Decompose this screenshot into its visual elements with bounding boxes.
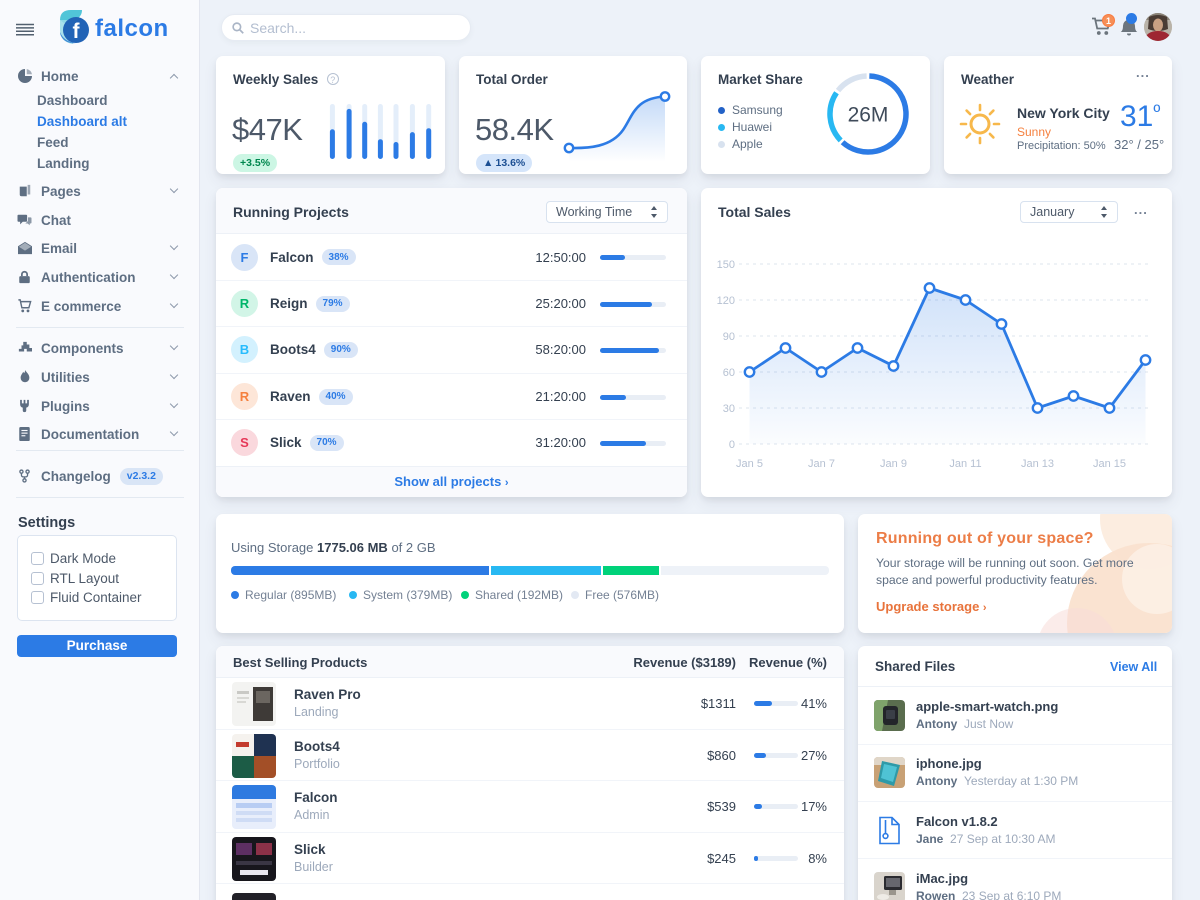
svg-text:120: 120 (717, 295, 735, 307)
svg-text:Jan 13: Jan 13 (1021, 458, 1054, 470)
svg-text:Jan 11: Jan 11 (949, 458, 981, 470)
svg-text:26M: 26M (848, 104, 889, 127)
svg-text:0: 0 (729, 439, 735, 451)
svg-text:90: 90 (723, 331, 735, 343)
svg-text:Jan 9: Jan 9 (880, 458, 907, 470)
svg-text:Jan 5: Jan 5 (736, 458, 763, 470)
svg-text:60: 60 (723, 367, 735, 379)
svg-text:Jan 7: Jan 7 (808, 458, 835, 470)
svg-text:30: 30 (723, 403, 735, 415)
svg-text:150: 150 (717, 259, 735, 271)
svg-text:Jan 15: Jan 15 (1093, 458, 1126, 470)
svg-text:f: f (73, 20, 81, 43)
